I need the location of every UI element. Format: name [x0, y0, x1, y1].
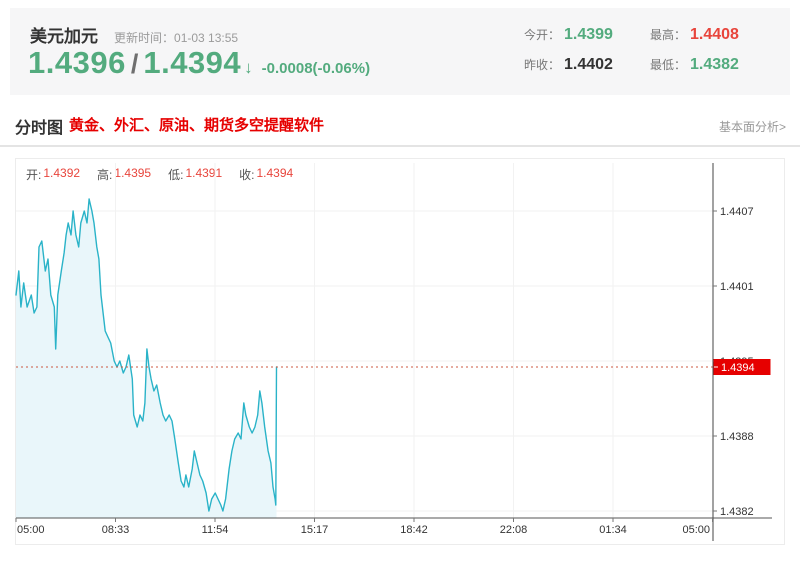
promo-link[interactable]: 黄金、外汇、原油、期货多空提醒软件	[69, 117, 325, 134]
x-tick-label: 05:00	[17, 524, 45, 536]
ohlc-label: 低:	[168, 168, 184, 182]
y-tick-label: 1.4382	[720, 506, 754, 518]
stat-label: 今开：	[524, 28, 561, 42]
update-time: 更新时间：01-03 13:55	[114, 31, 239, 45]
chart-toolbar: 分时图 黄金、外汇、原油、期货多空提醒软件 基本面分析>	[0, 103, 800, 147]
ohlc-item: 高: 1.4395	[97, 166, 151, 183]
price-separator: /	[130, 49, 139, 79]
y-tick-label: 1.4407	[720, 206, 754, 218]
stat-value: 1.4382	[690, 56, 739, 73]
current-price-label: 1.4394	[721, 362, 755, 374]
ohlc-row: 开: 1.4392 高: 1.4395 低: 1.4391 收: 1.4394	[26, 166, 293, 183]
ask-price: 1.4394	[143, 45, 242, 80]
ohlc-item: 开: 1.4392	[26, 166, 80, 183]
stat-label: 最高：	[650, 28, 687, 42]
ohlc-value: 1.4392	[43, 166, 81, 180]
stat-item: 最低： 1.4382	[650, 56, 746, 74]
pair-title-row: 美元加元 更新时间：01-03 13:55	[30, 22, 238, 47]
stat-item: 今开： 1.4399	[524, 26, 620, 44]
pair-title: 美元加元	[30, 27, 98, 46]
x-tick-label: 22:08	[500, 524, 528, 536]
quote-header: 美元加元 更新时间：01-03 13:55 1.4396 / 1.4394 ↓ …	[10, 8, 790, 95]
price-change: -0.0008(-0.06%)	[261, 60, 371, 77]
ohlc-value: 1.4391	[185, 166, 223, 180]
ohlc-value: 1.4395	[114, 166, 152, 180]
current-price-badge	[713, 359, 771, 375]
stat-label: 昨收：	[524, 58, 561, 72]
ohlc-label: 高:	[97, 168, 113, 182]
ohlc-label: 开:	[26, 168, 42, 182]
ohlc-item: 低: 1.4391	[168, 166, 222, 183]
price-area	[16, 199, 277, 518]
ohlc-value: 1.4394	[256, 166, 294, 180]
stat-value: 1.4402	[564, 56, 613, 73]
x-tick-label: 08:33	[102, 524, 130, 536]
y-tick-label: 1.4401	[720, 281, 754, 293]
x-tick-label: 01:34	[599, 524, 627, 536]
x-tick-label: 05:00	[682, 524, 710, 536]
x-tick-label: 15:17	[301, 524, 329, 536]
stat-item: 昨收： 1.4402	[524, 56, 620, 74]
price-line	[15, 198, 278, 512]
y-tick-label: 1.4388	[720, 431, 754, 443]
quote-stats: 今开： 1.4399 最高： 1.4408 昨收： 1.4402 最低： 1.4382	[524, 26, 746, 74]
price-row: 1.4396 / 1.4394 ↓ -0.0008(-0.06%)	[28, 45, 370, 81]
tab-intraday[interactable]: 分时图	[15, 120, 64, 137]
stat-item: 最高： 1.4408	[650, 26, 746, 44]
x-tick-label: 11:54	[202, 524, 229, 536]
intraday-chart: 1.4407 1.4401 1.4395 1.4388 1.4382 05:00 08:33…	[15, 163, 772, 541]
chart-card: 开: 1.4392 高: 1.4395 低: 1.4391 收: 1.4394 1.4407 1…	[15, 158, 785, 545]
ohlc-label: 收:	[239, 168, 255, 182]
x-tick-label: 18:42	[400, 524, 428, 536]
stat-value: 1.4399	[564, 26, 613, 43]
down-arrow-icon: ↓	[244, 58, 253, 77]
fundamental-analysis-link[interactable]: 基本面分析>	[718, 120, 786, 134]
bid-price: 1.4396	[28, 45, 126, 80]
ohlc-item: 收: 1.4394	[239, 166, 293, 183]
stat-label: 最低：	[650, 58, 687, 72]
stat-value: 1.4408	[690, 26, 739, 43]
